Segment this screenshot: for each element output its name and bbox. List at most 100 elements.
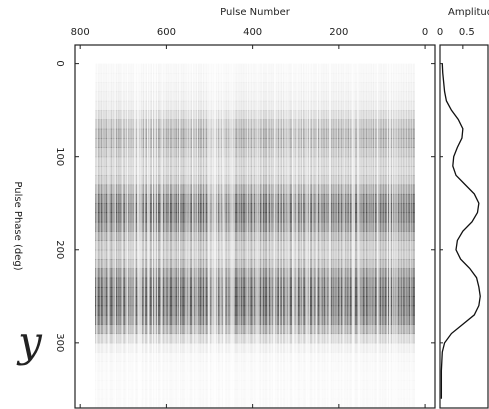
- x-axis-label: Pulse Number: [220, 7, 291, 18]
- texture: [111, 45, 115, 408]
- texture: [369, 45, 372, 408]
- texture: [207, 45, 212, 408]
- texture: [291, 45, 295, 408]
- texture: [130, 45, 134, 408]
- texture: [187, 45, 192, 408]
- texture: [89, 45, 94, 408]
- phase-band: [95, 342, 415, 353]
- texture: [180, 45, 184, 408]
- texture: [299, 45, 302, 408]
- texture: [383, 45, 386, 408]
- texture: [260, 45, 264, 408]
- texture: [254, 45, 257, 408]
- texture: [380, 45, 384, 408]
- texture: [286, 45, 290, 408]
- texture: [411, 45, 414, 408]
- pulse-stack: [75, 45, 434, 408]
- phase-band: [95, 389, 415, 399]
- texture: [351, 45, 355, 408]
- texture: [178, 45, 181, 408]
- texture: [185, 45, 189, 408]
- texture: [404, 45, 407, 408]
- texture: [107, 45, 112, 408]
- texture: [356, 45, 361, 408]
- texture: [232, 45, 236, 408]
- x-tick-label: 400: [243, 27, 262, 38]
- texture: [147, 45, 151, 408]
- texture: [77, 45, 82, 408]
- texture: [228, 45, 232, 408]
- texture: [244, 45, 248, 408]
- texture: [106, 45, 110, 408]
- texture: [318, 45, 322, 408]
- texture: [272, 45, 277, 408]
- texture: [371, 45, 374, 408]
- texture: [336, 45, 339, 408]
- texture: [345, 45, 349, 408]
- texture: [295, 45, 299, 408]
- texture: [378, 45, 381, 408]
- phase-band: [95, 296, 415, 307]
- phase-band: [95, 380, 415, 390]
- y-tick-label: 300: [54, 333, 65, 352]
- texture: [168, 45, 171, 408]
- texture: [160, 45, 164, 408]
- texture: [218, 45, 223, 408]
- texture: [353, 45, 356, 408]
- texture: [321, 45, 325, 408]
- texture: [406, 45, 409, 408]
- texture: [293, 45, 296, 408]
- texture: [326, 45, 329, 408]
- texture: [251, 45, 255, 408]
- phase-band: [95, 361, 415, 371]
- texture: [140, 45, 144, 408]
- y-tick-label: 200: [54, 240, 65, 259]
- texture: [269, 45, 272, 408]
- stack-frame: [74, 44, 436, 409]
- x-tick-label: 0.5: [459, 27, 475, 38]
- profile-title: Amplitud: [448, 7, 489, 18]
- texture: [194, 45, 197, 408]
- texture: [425, 45, 429, 408]
- texture: [414, 45, 417, 408]
- x-tick-label: 200: [329, 27, 348, 38]
- texture: [201, 45, 204, 408]
- x-tick-label: 600: [157, 27, 176, 38]
- texture: [308, 45, 311, 408]
- phase-band: [95, 305, 415, 316]
- texture: [315, 45, 319, 408]
- texture: [75, 45, 79, 408]
- texture: [221, 45, 225, 408]
- texture: [304, 45, 308, 408]
- texture: [288, 45, 291, 408]
- texture: [283, 45, 288, 408]
- texture: [198, 45, 201, 408]
- texture: [239, 45, 242, 408]
- texture: [191, 45, 194, 408]
- texture: [101, 45, 105, 408]
- texture: [417, 45, 422, 408]
- phase-band: [95, 314, 415, 325]
- texture: [275, 45, 279, 408]
- x-tick-label: 0: [422, 27, 428, 38]
- texture: [171, 45, 175, 408]
- y-tick-label: 0: [54, 60, 65, 66]
- phase-band: [95, 324, 415, 335]
- texture: [421, 45, 425, 408]
- texture: [266, 45, 270, 408]
- texture: [263, 45, 266, 408]
- phase-band: [95, 287, 415, 297]
- phase-band: [95, 333, 415, 344]
- texture: [95, 45, 99, 408]
- texture: [360, 45, 364, 408]
- texture: [391, 45, 394, 408]
- texture: [143, 45, 146, 408]
- texture: [258, 45, 261, 408]
- texture: [311, 45, 315, 408]
- texture: [395, 45, 399, 408]
- texture: [372, 45, 376, 408]
- texture: [99, 45, 102, 408]
- y-tick-label: 100: [54, 147, 65, 166]
- texture: [270, 45, 274, 408]
